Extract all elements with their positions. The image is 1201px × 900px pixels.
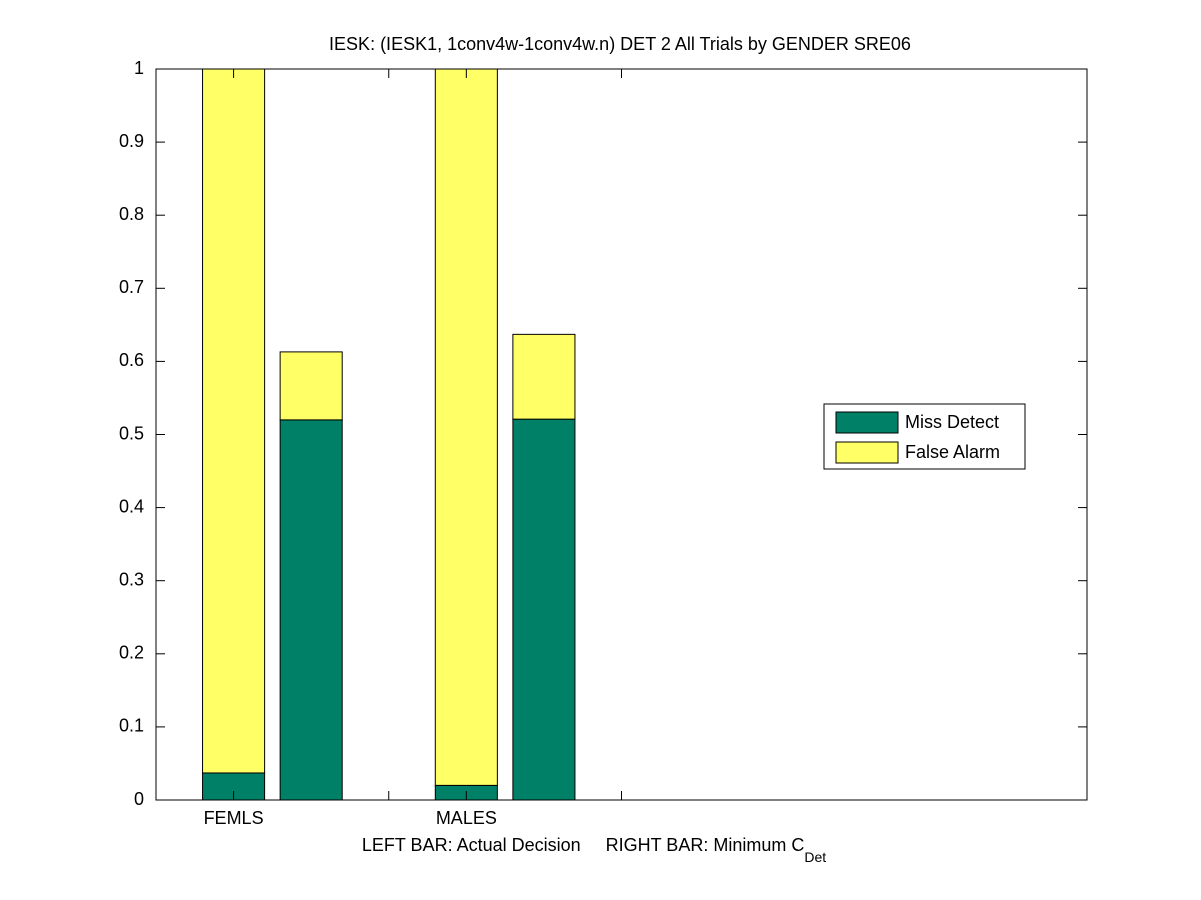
bar-segment <box>279 419 343 800</box>
y-tick-label: 0.6 <box>119 350 144 370</box>
y-tick-label: 0.5 <box>119 423 144 443</box>
bar-segment <box>279 351 343 421</box>
bars <box>202 69 576 800</box>
legend-swatch <box>835 441 899 464</box>
legend-swatch <box>835 411 899 434</box>
y-tick-label: 0.7 <box>119 277 144 297</box>
x-label-subscript: Det <box>804 849 826 865</box>
y-tick-label: 0.9 <box>119 131 144 151</box>
y-tick-label: 0 <box>134 789 144 809</box>
legend-label: Miss Detect <box>905 412 999 432</box>
y-tick-label: 0.2 <box>119 643 144 663</box>
bar-segment <box>512 333 576 420</box>
bar-segment <box>202 69 266 774</box>
bar-segment <box>434 69 498 786</box>
x-tick-label: MALES <box>436 808 497 828</box>
chart-title: IESK: (IESK1, 1conv4w-1conv4w.n) DET 2 A… <box>329 34 911 54</box>
y-tick-label: 0.8 <box>119 204 144 224</box>
x-label-main: LEFT BAR: Actual Decision RIGHT BAR: Min… <box>362 835 804 855</box>
bar-segment <box>512 418 576 800</box>
legend-label: False Alarm <box>905 442 1000 462</box>
y-tick-label: 0.4 <box>119 496 144 516</box>
y-tick-label: 0.1 <box>119 716 144 736</box>
x-tick-label: FEMLS <box>204 808 264 828</box>
x-axis-label: LEFT BAR: Actual Decision RIGHT BAR: Min… <box>362 835 826 865</box>
y-tick-label: 1 <box>134 58 144 78</box>
y-tick-label: 0.3 <box>119 569 144 589</box>
